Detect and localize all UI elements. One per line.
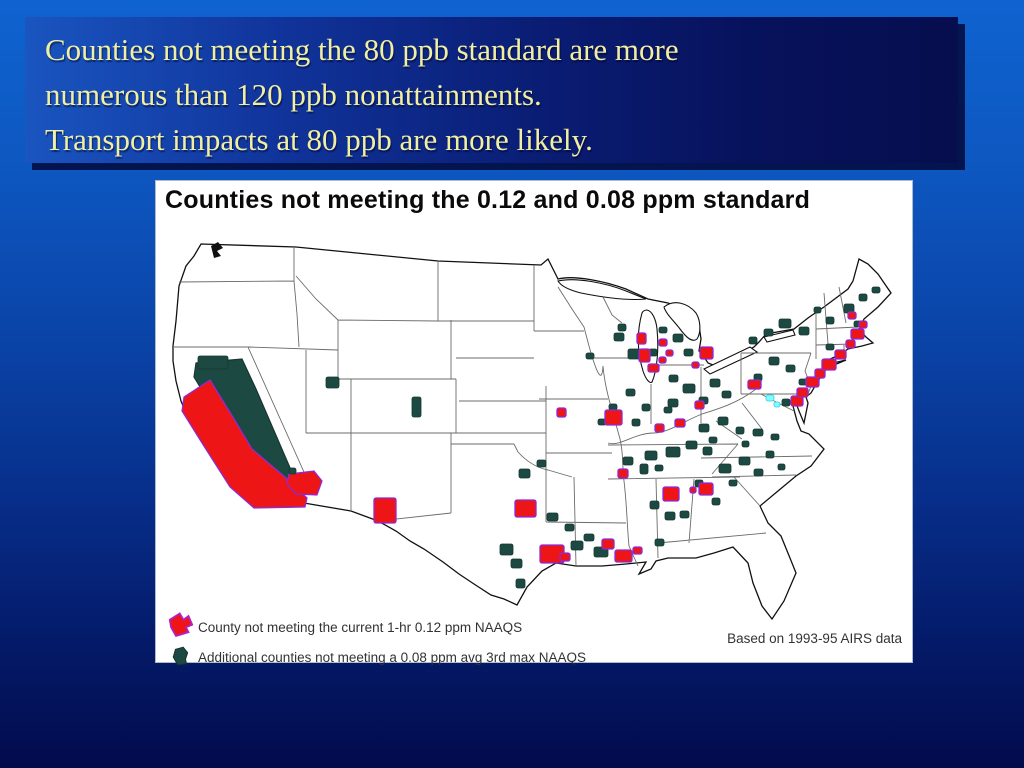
great-lakes bbox=[557, 279, 796, 384]
map-title: Counties not meeting the 0.12 and 0.08 p… bbox=[165, 186, 811, 214]
legend-teal-county-icon bbox=[164, 646, 198, 669]
legend-item-008ppm: Additional counties not meeting a 0.08 p… bbox=[164, 646, 586, 668]
legend-item-012ppm: County not meeting the current 1-hr 0.12… bbox=[164, 611, 523, 638]
puget-sound bbox=[211, 242, 223, 258]
data-source-note: Based on 1993-95 AIRS data bbox=[727, 631, 902, 646]
county-markers bbox=[181, 286, 881, 589]
legend-label-012ppm: County not meeting the current 1-hr 0.12… bbox=[198, 619, 523, 635]
header-line-3: Transport impacts at 80 ppb are more lik… bbox=[45, 122, 593, 157]
header-line-2: numerous than 120 ppb nonattainments. bbox=[45, 77, 542, 112]
legend-red-county-icon bbox=[164, 611, 198, 644]
legend-label-008ppm: Additional counties not meeting a 0.08 p… bbox=[198, 649, 586, 665]
state-borders bbox=[173, 247, 859, 567]
header-line-1: Counties not meeting the 80 ppb standard… bbox=[45, 32, 679, 67]
header-text: Counties not meeting the 80 ppb standard… bbox=[25, 17, 958, 162]
us-outline bbox=[172, 243, 892, 621]
header-banner: Counties not meeting the 80 ppb standard… bbox=[25, 17, 958, 163]
map-panel: Counties not meeting the 0.12 and 0.08 p… bbox=[155, 180, 913, 665]
us-map-svg bbox=[172, 242, 892, 621]
